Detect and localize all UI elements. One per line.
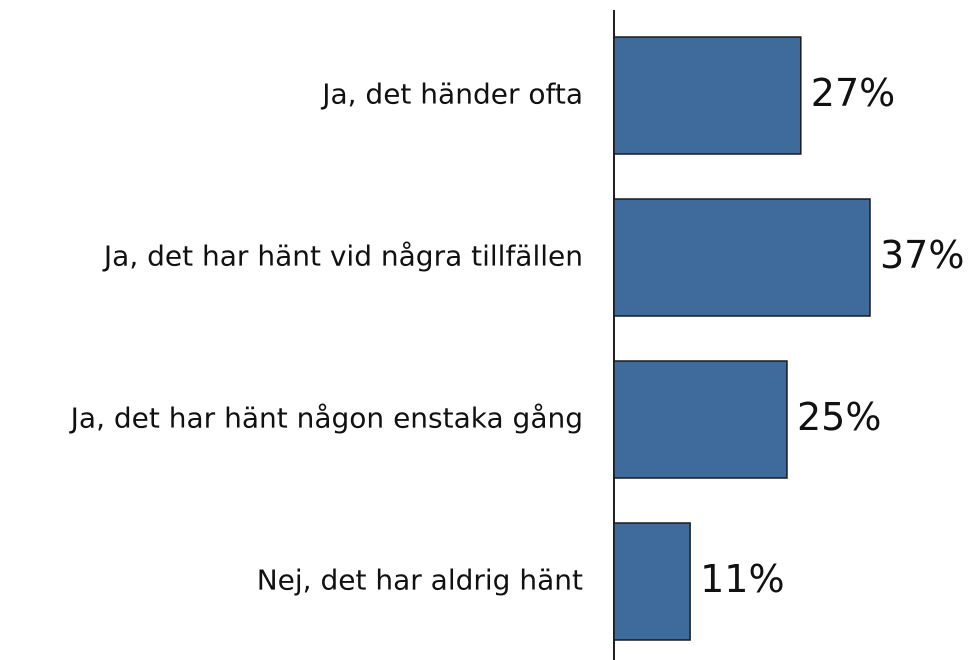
data-label: 37% — [880, 233, 964, 277]
category-label: Ja, det har hänt vid några tillfällen — [102, 240, 583, 273]
bar — [613, 360, 788, 479]
data-label: 27% — [811, 71, 895, 115]
bar — [613, 198, 871, 317]
data-label: 25% — [797, 395, 881, 439]
category-label: Ja, det händer ofta — [320, 78, 583, 111]
data-label: 11% — [700, 557, 784, 601]
bar — [613, 522, 691, 641]
category-label: Ja, det har hänt någon enstaka gång — [69, 402, 583, 435]
category-label: Nej, det har aldrig hänt — [257, 564, 583, 597]
bar — [613, 36, 802, 155]
